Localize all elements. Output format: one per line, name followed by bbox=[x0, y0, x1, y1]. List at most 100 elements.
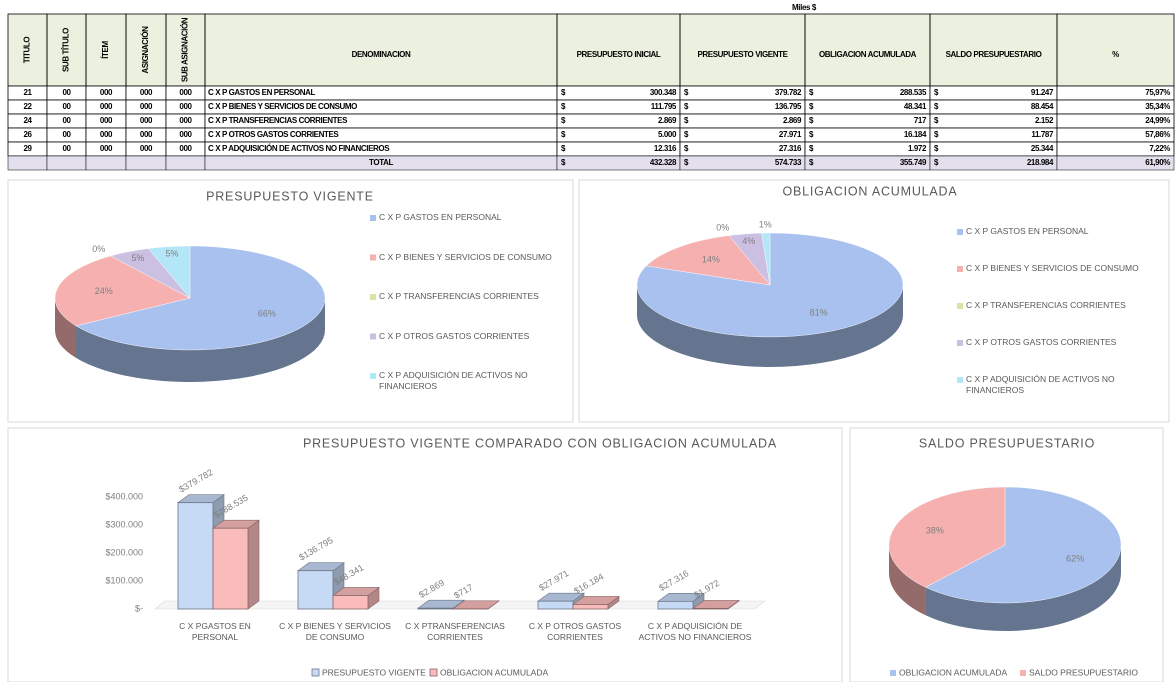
cell: 2.152 bbox=[1035, 116, 1054, 125]
legend-swatch bbox=[957, 266, 963, 272]
legend-label-box: C X P TRANSFERENCIAS CORRIENTES bbox=[966, 300, 1126, 310]
data-label: $379.782 bbox=[177, 467, 215, 494]
total-cell bbox=[1056, 155, 1175, 171]
pie-slice bbox=[925, 486, 1122, 604]
cell: 27.316 bbox=[779, 144, 802, 153]
data-label: 62% bbox=[1066, 553, 1084, 563]
cell: 35,34% bbox=[1145, 102, 1170, 111]
cell: 00 bbox=[62, 130, 71, 139]
x-tick-label: C X P BIENES Y SERVICIOS DE CONSUMO bbox=[279, 621, 391, 642]
currency: $ bbox=[809, 130, 814, 139]
cell: 57,86% bbox=[1145, 130, 1170, 139]
x-tick-label: C X P ADQUISICIÓN DE ACTIVOS NO FINANCIE… bbox=[638, 621, 752, 642]
y-tick-label: $300.000 bbox=[105, 519, 143, 529]
cell: 218.984 bbox=[1027, 158, 1054, 167]
data-label: $2.869 bbox=[417, 578, 446, 600]
legend-label-box: C X P OTROS GASTOS CORRIENTES bbox=[966, 337, 1116, 347]
cell: 88.454 bbox=[1031, 102, 1054, 111]
legend-label: SALDO PRESUPUESTARIO bbox=[1029, 667, 1138, 677]
x-tick-label-box: C X PGASTOS EN PERSONAL bbox=[179, 621, 251, 642]
legend-label: C X P ADQUISICIÓN DE ACTIVOS NO FINANCIE… bbox=[379, 370, 528, 391]
bar bbox=[332, 595, 369, 610]
cell: C X P GASTOS EN PERSONAL bbox=[208, 88, 316, 97]
column-header: SUB ASIGNACIÓN bbox=[181, 17, 190, 82]
legend-label-box: C X P OTROS GASTOS CORRIENTES bbox=[379, 330, 530, 341]
cell: 00 bbox=[62, 88, 71, 97]
currency: $ bbox=[561, 144, 566, 153]
x-tick-label: C X PTRANSFERENCIAS CORRIENTES bbox=[405, 621, 505, 642]
cell: 7,22% bbox=[1149, 144, 1170, 153]
chart-title: SALDO PRESUPUESTARIO bbox=[919, 436, 1095, 450]
y-tick-label: $200.000 bbox=[105, 547, 143, 557]
cell: 26 bbox=[23, 130, 32, 139]
cell: 2.869 bbox=[658, 116, 677, 125]
cell: 432.328 bbox=[650, 158, 677, 167]
currency: $ bbox=[561, 130, 566, 139]
currency: $ bbox=[809, 116, 814, 125]
chart-title: PRESUPUESTO VIGENTE bbox=[206, 189, 374, 203]
cell: 000 bbox=[179, 88, 192, 97]
cell: 000 bbox=[179, 116, 192, 125]
pie-side bbox=[889, 545, 926, 616]
total-cell bbox=[85, 155, 127, 171]
legend-label: C X P BIENES Y SERVICIOS DE CONSUMO bbox=[966, 263, 1139, 273]
legend-label-box: C X P BIENES Y SERVICIOS DE CONSUMO bbox=[379, 252, 552, 262]
legend-swatch bbox=[957, 229, 963, 235]
pie-slice bbox=[888, 486, 1006, 588]
currency: $ bbox=[684, 158, 689, 167]
data-label: 5% bbox=[166, 249, 179, 259]
header-bg bbox=[8, 14, 1174, 86]
data-label: $717 bbox=[452, 582, 474, 601]
legend-label: OBLIGACION ACUMULADA bbox=[440, 667, 548, 677]
cell-border bbox=[804, 113, 931, 129]
cell: 00 bbox=[62, 116, 71, 125]
data-label: $1.972 bbox=[692, 578, 721, 600]
cell: 25.344 bbox=[1031, 144, 1054, 153]
currency: $ bbox=[561, 158, 566, 167]
cell: 61,90% bbox=[1145, 158, 1170, 167]
currency: $ bbox=[684, 88, 689, 97]
data-label: 1% bbox=[759, 220, 772, 230]
cell: C X P ADQUISICIÓN DE ACTIVOS NO FINANCIE… bbox=[208, 144, 390, 153]
legend-label-box: C X P TRANSFERENCIAS CORRIENTES bbox=[379, 291, 539, 301]
x-tick-label-box: C X P ADQUISICIÓN DE ACTIVOS NO FINANCIE… bbox=[638, 621, 752, 642]
bar bbox=[417, 607, 454, 610]
currency: $ bbox=[684, 144, 689, 153]
cell: 24,99% bbox=[1145, 116, 1170, 125]
bar bbox=[537, 600, 574, 610]
chart-title: PRESUPUESTO VIGENTE COMPARADO CON OBLIGA… bbox=[303, 436, 777, 450]
cell: 000 bbox=[100, 130, 113, 139]
cell: 136.795 bbox=[775, 102, 802, 111]
x-tick-label: C X PGASTOS EN PERSONAL bbox=[179, 621, 251, 642]
currency: $ bbox=[934, 88, 939, 97]
legend-swatch bbox=[1020, 670, 1026, 676]
cell: 27.971 bbox=[779, 130, 802, 139]
panel bbox=[578, 179, 1170, 423]
x-tick-label: C X P OTROS GASTOS CORRIENTES bbox=[528, 621, 622, 642]
total-cell bbox=[46, 155, 87, 171]
legend-label: C X P OTROS GASTOS CORRIENTES bbox=[379, 330, 530, 341]
panel bbox=[7, 427, 843, 682]
cell: 12.316 bbox=[654, 144, 677, 153]
cell: 288.535 bbox=[900, 88, 927, 97]
cell: 2.869 bbox=[783, 116, 802, 125]
pie-side bbox=[925, 545, 1121, 632]
data-label: 0% bbox=[92, 244, 105, 254]
legend-label: PRESUPUESTO VIGENTE bbox=[322, 667, 426, 677]
cell: 111.795 bbox=[651, 102, 677, 111]
legend-swatch bbox=[370, 254, 376, 261]
data-label: 24% bbox=[95, 286, 113, 296]
data-label: $16.184 bbox=[572, 571, 605, 596]
cell: 000 bbox=[140, 102, 153, 111]
data-label: 5% bbox=[131, 253, 144, 263]
cell: 355.749 bbox=[900, 158, 927, 167]
column-header: OBLIGACION ACUMULADA bbox=[819, 50, 917, 59]
cell: 00 bbox=[62, 144, 71, 153]
cell: 000 bbox=[179, 130, 192, 139]
legend-label: C X P TRANSFERENCIAS CORRIENTES bbox=[966, 300, 1126, 310]
currency: $ bbox=[561, 102, 566, 111]
cell: 11.787 bbox=[1031, 130, 1054, 139]
pie-slice bbox=[54, 255, 191, 327]
bar bbox=[572, 604, 609, 610]
column-header: ÍTEM bbox=[101, 41, 110, 59]
